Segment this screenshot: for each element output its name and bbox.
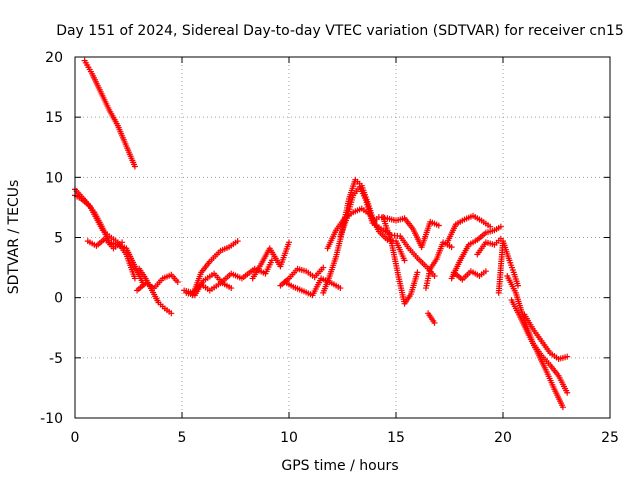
chart-title: Day 151 of 2024, Sidereal Day-to-day VTE… [56,23,624,39]
data-point [119,239,126,246]
data-point [337,285,344,292]
data-points [72,57,571,411]
x-axis-label: GPS time / hours [281,458,398,474]
y-tick-label: 20 [45,50,63,66]
data-point [131,163,138,170]
x-tick-label: 0 [71,430,80,446]
data-point [564,353,571,360]
y-tick-label: 10 [45,170,63,186]
y-tick-label: 15 [45,110,63,126]
x-tick-label: 10 [280,430,298,446]
y-tick-label: 5 [54,231,63,247]
axis-ticks: 0 5 10 15 20 25 -10 -5 0 5 10 15 20 [40,50,619,446]
data-point [497,223,504,230]
data-point [414,269,421,276]
x-tick-label: 20 [494,430,512,446]
data-point [168,310,175,317]
x-tick-label: 25 [601,430,619,446]
y-tick-label: -5 [49,351,63,367]
data-point [320,264,327,271]
data-point [514,282,521,289]
x-tick-label: 15 [387,430,405,446]
data-point [431,319,438,326]
data-point [234,238,241,245]
x-tick-label: 5 [178,430,187,446]
data-point [286,239,292,246]
data-point [435,222,442,229]
data-point [174,279,181,286]
plot-frame [74,56,611,419]
data-point [559,404,566,411]
y-tick-label: 0 [54,291,63,307]
data-point [431,273,438,280]
y-axis-label: SDTVAR / TECUs [6,180,22,295]
grid-lines [75,57,610,418]
data-point [482,268,489,275]
data-point [228,285,235,292]
data-point [448,244,455,251]
data-point [131,275,138,282]
data-point [564,389,571,396]
data-point [401,257,408,264]
y-tick-label: -10 [40,411,63,427]
